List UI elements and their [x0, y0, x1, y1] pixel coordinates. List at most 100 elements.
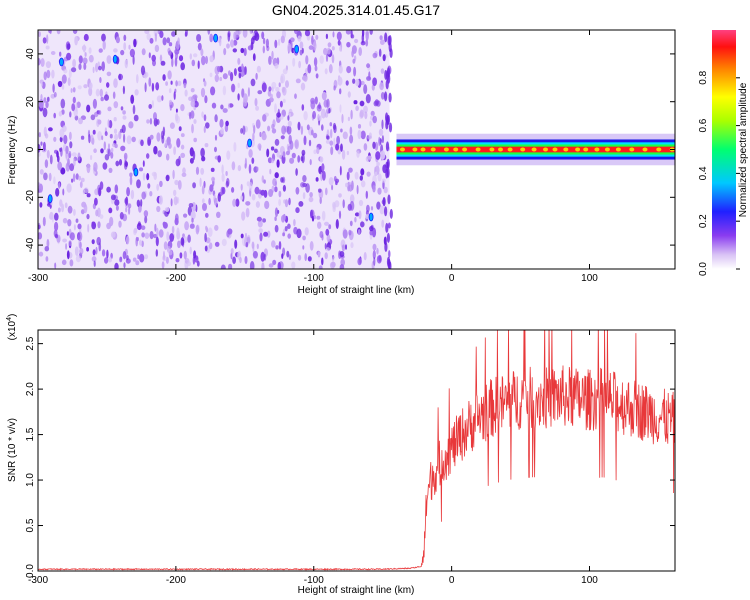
heatmap-cell [381, 135, 384, 144]
heatmap-cell [258, 228, 263, 233]
heatmap-cell [276, 159, 280, 168]
heatmap-cell [274, 186, 278, 193]
heatmap-cell [153, 145, 158, 155]
heatmap-cell [376, 201, 381, 210]
heatmap-cell [382, 54, 386, 62]
heatmap-cell [201, 156, 206, 162]
heatmap-cell [113, 117, 117, 122]
heatmap-cell [370, 110, 375, 117]
heatmap-cell [333, 124, 337, 134]
heatmap-cell [209, 184, 214, 192]
heatmap-cell [166, 153, 170, 161]
heatmap-cell [139, 253, 145, 263]
heatmap-cell [256, 243, 259, 250]
heatmap-cell [91, 221, 96, 226]
heatmap-cell [244, 157, 247, 168]
heatmap-cell [338, 210, 342, 219]
heatmap-cell [240, 195, 244, 201]
heatmap-cell [180, 237, 185, 246]
heatmap-cell [219, 118, 224, 128]
heatmap-cell [228, 103, 230, 109]
heatmap-cell [317, 221, 322, 229]
heatmap-cell [189, 53, 192, 60]
heatmap-cell [287, 115, 290, 121]
heatmap-cell [197, 42, 202, 51]
heatmap-cell [203, 114, 207, 122]
heatmap-cell [183, 213, 188, 218]
heatmap-cell [349, 194, 355, 204]
heatmap-cell [312, 41, 317, 51]
heatmap-cell [180, 104, 185, 112]
heatmap-cell [94, 188, 99, 196]
heatmap-cell [375, 151, 381, 160]
heatmap-cell [147, 183, 151, 189]
heatmap-cell [149, 134, 154, 140]
heatmap-cell [63, 134, 68, 145]
heatmap-cell [292, 57, 296, 67]
heatmap-cell [297, 121, 301, 131]
heatmap-cell [69, 232, 75, 241]
heatmap-cell [113, 101, 119, 109]
heatmap-cell [92, 98, 97, 109]
heatmap-cell [347, 91, 351, 98]
heatmap-cell [159, 30, 164, 39]
heatmap-cell [222, 108, 228, 113]
heatmap-cell [71, 67, 77, 73]
signal-peak [520, 147, 526, 152]
heatmap-cell [175, 115, 181, 124]
heatmap-cell [67, 77, 71, 86]
heatmap-cell [196, 260, 200, 267]
heatmap-cell [363, 84, 368, 95]
heatmap-cell [374, 141, 379, 151]
heatmap-cell [56, 150, 59, 158]
heatmap-cell [282, 151, 286, 158]
heatmap-cell [129, 175, 133, 186]
heatmap-cell [62, 238, 67, 243]
heatmap-cell [280, 75, 284, 84]
heatmap-cell [174, 57, 178, 67]
heatmap-cell [378, 128, 384, 136]
heatmap-cell [153, 233, 158, 239]
heatmap-cell [38, 183, 43, 193]
heatmap-cell [262, 37, 266, 45]
heatmap-cell [191, 59, 196, 67]
heatmap-cell [97, 221, 101, 229]
heatmap-cell [350, 109, 353, 120]
heatmap-cell [240, 127, 244, 134]
signal-peak [475, 147, 481, 152]
signal-peak [420, 147, 426, 152]
heatmap-cell [51, 214, 54, 223]
heatmap-cell [233, 31, 236, 40]
heatmap-cell [61, 84, 65, 90]
heatmap-cell [245, 207, 250, 218]
heatmap-cell [297, 155, 301, 163]
heatmap-cell [240, 47, 245, 54]
heatmap-cell [251, 157, 255, 164]
heatmap-cell [363, 252, 367, 261]
heatmap-cell [59, 147, 62, 152]
heatmap-cell [80, 135, 85, 140]
heatmap-cell [289, 157, 295, 164]
heatmap-cell [167, 249, 173, 256]
heatmap-cell [232, 256, 237, 264]
heatmap-cell [77, 223, 82, 230]
heatmap-cell [214, 224, 219, 231]
y-tick-label: 2.0 [25, 382, 36, 396]
heatmap-cell [303, 135, 307, 146]
heatmap-cell [329, 261, 336, 269]
heatmap-cell [349, 200, 355, 211]
heatmap-cell [130, 94, 135, 105]
heatmap-cell [345, 244, 347, 250]
heatmap-cell [287, 43, 292, 53]
heatmap-cell [74, 36, 78, 46]
heatmap-cell [281, 125, 286, 135]
heatmap-cell [202, 203, 207, 211]
heatmap-cell [86, 104, 91, 113]
x-tick-label: 100 [581, 273, 598, 284]
heatmap-cell [176, 227, 180, 237]
heatmap-cell [337, 76, 343, 86]
heatmap-cell [319, 156, 324, 163]
heatmap-cell [50, 51, 56, 55]
heatmap-cell [72, 96, 76, 104]
heatmap-cell [289, 112, 291, 118]
